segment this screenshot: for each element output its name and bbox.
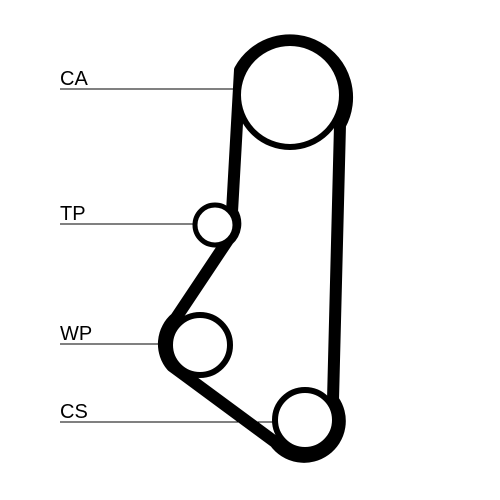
pulley-wp (170, 315, 230, 375)
pulley-cs (275, 390, 335, 450)
belt-routing-diagram: CA TP WP CS (0, 0, 500, 500)
label-tp: TP (60, 203, 86, 225)
label-wp: WP (60, 323, 92, 345)
pulley-ca (238, 43, 342, 147)
pulley-tp (195, 205, 235, 245)
label-cs: CS (60, 401, 88, 423)
label-ca: CA (60, 68, 88, 90)
